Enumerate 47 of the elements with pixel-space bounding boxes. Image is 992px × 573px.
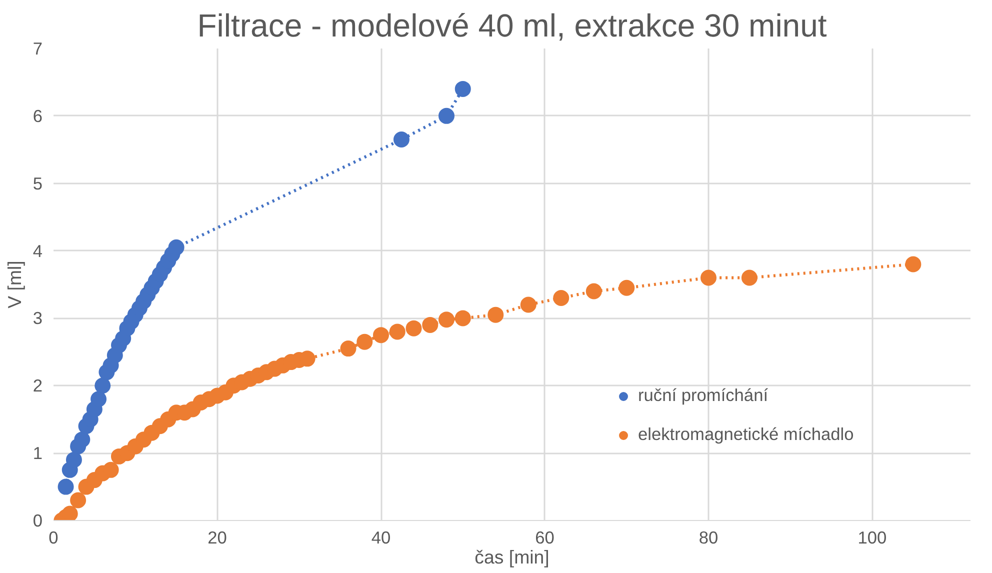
point xyxy=(393,132,410,148)
point xyxy=(586,283,602,300)
point xyxy=(389,324,406,340)
x-tick-label: 0 xyxy=(48,528,58,548)
point xyxy=(74,432,90,448)
point xyxy=(90,391,107,408)
point xyxy=(406,320,422,336)
point xyxy=(66,452,82,468)
y-tick-label: 3 xyxy=(32,308,43,328)
point xyxy=(94,378,111,394)
y-tick-label: 7 xyxy=(32,38,43,58)
point xyxy=(356,334,373,350)
point xyxy=(905,256,922,272)
point xyxy=(340,340,356,357)
point xyxy=(168,239,184,256)
x-tick-label: 80 xyxy=(698,528,718,548)
point xyxy=(553,290,570,306)
y-tick-label: 5 xyxy=(32,173,43,194)
legend-label: elektromagnetické míchadlo xyxy=(638,424,854,445)
point xyxy=(454,80,471,97)
x-tick-label: 100 xyxy=(858,528,887,548)
legend-label: ruční promíchání xyxy=(638,385,768,406)
point xyxy=(438,108,454,124)
point xyxy=(70,492,86,508)
point xyxy=(488,306,504,323)
point xyxy=(438,312,454,328)
point xyxy=(618,280,635,296)
point xyxy=(422,316,438,333)
y-axis-title: V [ml] xyxy=(4,260,25,308)
y-tick-label: 2 xyxy=(32,376,43,396)
point xyxy=(62,506,78,520)
chart-title: Filtrace - modelové 40 ml, extrakce 30 minut xyxy=(197,8,827,44)
point xyxy=(700,270,716,286)
x-tick-label: 20 xyxy=(208,528,227,548)
y-tick-label: 6 xyxy=(32,106,43,126)
x-tick-label: 40 xyxy=(371,528,391,548)
point xyxy=(102,462,119,478)
y-tick-label: 1 xyxy=(32,443,43,464)
point xyxy=(373,327,389,344)
point xyxy=(58,478,74,495)
point xyxy=(454,310,471,326)
point xyxy=(520,296,536,313)
y-tick-label: 4 xyxy=(32,240,43,261)
point xyxy=(741,270,758,286)
x-axis-title: čas [min] xyxy=(474,546,550,568)
y-tick-label: 0 xyxy=(32,510,43,530)
x-tick-label: 60 xyxy=(535,528,554,548)
